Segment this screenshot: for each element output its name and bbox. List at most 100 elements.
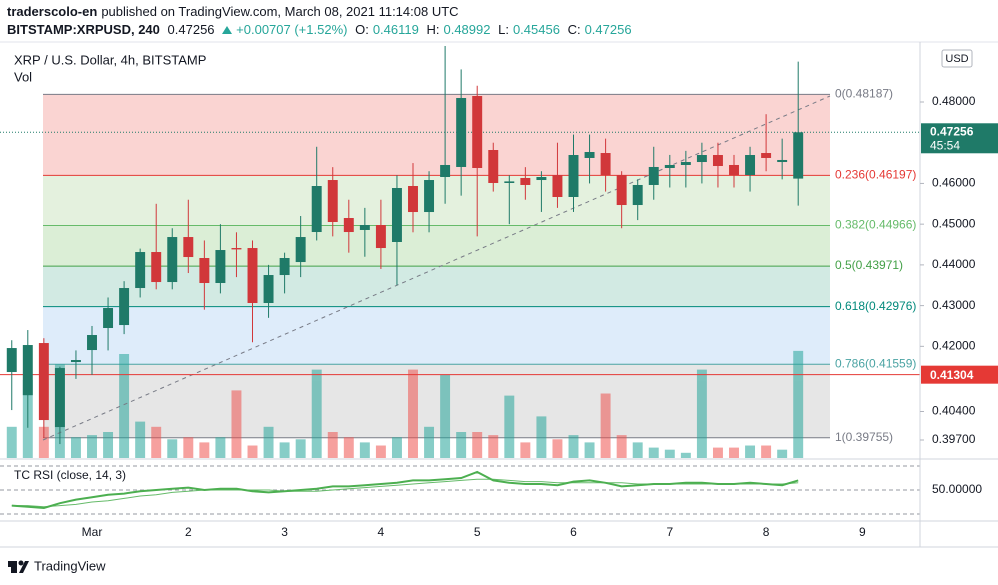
symbol-line: BITSTAMP:XRPUSD, 240 0.47256 +0.00707 (+… [7, 22, 636, 37]
volume-bar [536, 416, 547, 458]
candle-body [199, 258, 210, 284]
up-arrow [222, 26, 233, 34]
ohlc-label: O: [355, 22, 369, 37]
x-tick-label: 7 [666, 525, 673, 539]
volume-bar [745, 445, 756, 458]
volume-bar [87, 435, 97, 458]
candle-body [696, 155, 707, 163]
candle-body [119, 288, 130, 326]
candle-body [648, 166, 659, 185]
author[interactable]: traderscolo-en [7, 4, 98, 19]
volume-bar [504, 395, 515, 458]
volume-bar [552, 439, 563, 458]
ohlc-label: L: [498, 22, 509, 37]
fib-band [43, 175, 830, 226]
y-tick-label: 0.40400 [932, 404, 976, 418]
candle-body [568, 155, 579, 197]
price-line-box [921, 365, 998, 384]
last-price: 0.47256 [167, 22, 215, 37]
volume-bar [761, 445, 772, 458]
volume-bar [456, 432, 467, 458]
candle-body [359, 225, 370, 230]
candle-body [552, 175, 563, 197]
fib-label: 0.5(0.43971) [835, 258, 903, 272]
candle-body [295, 237, 306, 263]
volume-bar [424, 426, 435, 458]
ohlc-value: 0.46119 [372, 22, 419, 37]
candle-body [632, 184, 643, 206]
candle-body [343, 218, 354, 233]
candle-body [183, 237, 194, 258]
candle-body [87, 335, 97, 351]
volume-bar [440, 374, 451, 458]
volume-bar [600, 393, 611, 458]
y-tick-label: 0.48000 [932, 94, 976, 108]
y-tick-label: 0.44000 [932, 257, 976, 271]
volume-bar [151, 426, 162, 458]
last-price-box [921, 123, 998, 154]
candle-body [311, 186, 322, 233]
price-lines [0, 131, 920, 376]
ohlc-label: H: [426, 22, 440, 37]
volume-bar [375, 445, 386, 458]
volume-bar [632, 442, 643, 458]
volume-bar [488, 435, 499, 458]
volume-bar [103, 432, 114, 458]
volume-bar [664, 449, 675, 458]
candle-body [488, 150, 499, 183]
brand: TradingView [34, 558, 106, 573]
rsi-label: TC RSI (close, 14, 3) [14, 468, 126, 482]
rsi-pane [0, 465, 920, 515]
volume-bar [263, 426, 274, 458]
fib-label: 1(0.39755) [835, 430, 893, 444]
volume-bar [343, 437, 354, 458]
fib-label: 0.618(0.42976) [835, 299, 916, 313]
chart-title: XRP / U.S. Dollar, 4h, BITSTAMP [14, 52, 206, 67]
rsi-tick-label: 50.00000 [932, 482, 982, 496]
candle-body [761, 153, 772, 158]
volume-bar [616, 435, 627, 458]
brand-logo [8, 560, 29, 573]
y-tick-label: 0.46000 [932, 176, 976, 190]
ohlc-value: 0.45456 [512, 22, 560, 37]
logo-part [11, 567, 17, 573]
fib-label: 0.786(0.41559) [835, 356, 916, 370]
candle-body [745, 155, 756, 176]
logo-part [8, 561, 17, 567]
candle-body [231, 248, 242, 250]
candle-body [456, 97, 467, 167]
volume-bar [568, 435, 579, 458]
candle-body [616, 175, 627, 206]
candle-body [440, 164, 451, 178]
candle-body [22, 345, 33, 396]
volume-bar [584, 442, 595, 458]
candle-body [215, 250, 226, 284]
candle-body [263, 275, 274, 304]
volume-bar [680, 452, 691, 458]
currency-box[interactable] [941, 49, 973, 68]
volume-label: Vol [14, 69, 32, 84]
volume-bar [696, 369, 707, 458]
volume-bar [215, 437, 226, 458]
x-tick-label: 9 [859, 525, 866, 539]
fib-band [43, 94, 830, 176]
candle-body [472, 96, 483, 169]
candle-body [103, 308, 114, 329]
volume-bar [391, 437, 402, 458]
y-tick-label: 0.43000 [932, 298, 976, 312]
volume-bar [167, 439, 178, 458]
currency[interactable]: USD [945, 53, 968, 65]
volume-bar [183, 437, 194, 458]
countdown: 45:54 [930, 138, 960, 152]
candle-body [520, 177, 531, 185]
x-tick-label: 5 [474, 525, 481, 539]
candle-body [391, 187, 402, 242]
volume-bar [279, 442, 290, 458]
axes: 0.39700 0.40400 0.42000 0.43000 0.44000 0.450… [82, 94, 998, 539]
candle-body [729, 164, 739, 176]
candle-body [38, 343, 49, 421]
fib-band [43, 306, 830, 365]
volume-bar [359, 442, 370, 458]
symbol: BITSTAMP:XRPUSD, 240 [7, 22, 160, 37]
